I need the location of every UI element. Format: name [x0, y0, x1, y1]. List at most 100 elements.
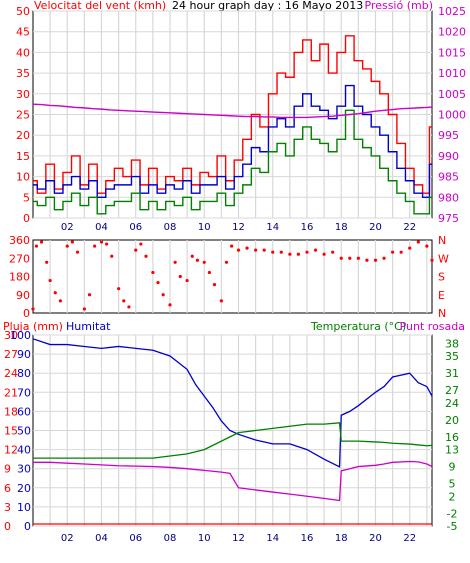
rain-y-tick-label: 30 — [4, 329, 18, 342]
direction-point — [348, 256, 352, 260]
direction-compass-label: S — [438, 271, 445, 284]
direction-point — [224, 260, 229, 264]
wind-x-tick-label: 18 — [335, 222, 348, 233]
direction-point — [58, 299, 62, 303]
humidity-x-tick-label: 02 — [61, 533, 74, 544]
wind-y-tick-label: 40 — [16, 46, 30, 59]
temperature-line — [33, 422, 433, 459]
wind-x-tick-label: 12 — [232, 222, 245, 233]
humidity-y-tick-label: 40 — [17, 444, 31, 457]
direction-point — [195, 258, 199, 262]
direction-y-tick-label: 90 — [16, 289, 30, 302]
humidity-x-tick-label: 18 — [335, 533, 348, 544]
direction-point — [391, 250, 395, 254]
wind-y-tick-label: 5 — [23, 191, 30, 204]
direction-point — [288, 252, 292, 256]
direction-point — [207, 270, 211, 275]
humidity-x-tick-label: 14 — [266, 533, 279, 544]
direction-compass-label: W — [438, 252, 449, 265]
wind-low-line — [33, 109, 432, 215]
direction-point — [190, 254, 194, 258]
direction-point — [144, 254, 148, 258]
temperature-y-tick-label: 13 — [445, 444, 459, 457]
humidity-axis-title: Humitat — [66, 320, 111, 333]
temperature-y-tick-label: 27 — [445, 384, 459, 397]
humidity-y-tick-label: 100 — [10, 329, 31, 342]
direction-point — [173, 260, 177, 264]
direction-point — [202, 260, 206, 264]
direction-point — [168, 303, 172, 307]
humidity-y-tick-label: 30 — [17, 463, 31, 476]
wind-x-tick-label: 16 — [301, 222, 314, 233]
wind-x-tick-label: 20 — [369, 222, 382, 233]
rain-y-tick-label: 0 — [4, 520, 11, 533]
direction-point — [110, 254, 114, 258]
pressure-y-tick-label: 1025 — [438, 5, 466, 18]
direction-point — [53, 291, 57, 295]
direction-point — [279, 250, 283, 254]
dewpoint-axis-title: Punt rosada — [400, 320, 465, 333]
direction-y-tick-label: 270 — [9, 252, 30, 265]
direction-panel-frame — [32, 239, 433, 314]
temperature-y-tick-label: 2 — [449, 490, 456, 503]
direction-point — [365, 258, 369, 262]
direction-point — [254, 248, 258, 252]
direction-point — [262, 248, 266, 252]
direction-point — [296, 252, 301, 256]
rain-y-tick-label: 24 — [4, 367, 18, 380]
direction-point — [356, 256, 360, 260]
temperature-y-tick-label: -2 — [447, 507, 458, 520]
pressure-y-tick-label: 975 — [438, 212, 459, 225]
direction-point — [161, 293, 165, 297]
direction-point — [271, 250, 275, 254]
pressure-y-tick-label: 1010 — [438, 67, 466, 80]
temperature-axis-title: Temperatura (°C) — [310, 320, 406, 333]
direction-point — [151, 270, 155, 275]
humidity-y-tick-label: 80 — [17, 367, 31, 380]
direction-point — [212, 283, 217, 287]
direction-point — [373, 258, 378, 262]
direction-point — [339, 256, 343, 260]
rain-axis-title: Pluja (mm) — [3, 320, 63, 333]
wind-y-tick-label: 15 — [16, 150, 30, 163]
humidity-x-tick-label: 08 — [164, 533, 177, 544]
temperature-y-tick-label: 31 — [445, 367, 459, 380]
humidity-x-tick-label: 06 — [129, 533, 142, 544]
pressure-y-tick-label: 985 — [438, 171, 459, 184]
direction-point — [178, 274, 182, 279]
direction-point — [331, 250, 335, 254]
direction-y-tick-label: 180 — [9, 271, 30, 284]
direction-point — [399, 250, 403, 254]
wind-x-tick-label: 10 — [198, 222, 211, 233]
rain-y-tick-label: 9 — [4, 463, 11, 476]
temperature-y-tick-label: 38 — [445, 337, 459, 350]
wind-x-tick-label: 08 — [164, 222, 177, 233]
pressure-y-tick-label: 1000 — [438, 109, 466, 122]
humidity-x-tick-label: 12 — [232, 533, 245, 544]
direction-point — [93, 244, 97, 248]
direction-point — [117, 287, 121, 291]
wind-y-tick-label: 25 — [16, 109, 30, 122]
humidity-y-tick-label: 0 — [24, 520, 31, 533]
temperature-y-tick-label: 35 — [445, 350, 459, 363]
wind-y-tick-label: 45 — [16, 26, 30, 39]
humidity-y-tick-label: 90 — [17, 348, 31, 361]
wind-x-tick-label: 22 — [403, 222, 416, 233]
direction-point — [70, 240, 74, 244]
wind-y-tick-label: 50 — [16, 5, 30, 18]
humidity-y-tick-label: 10 — [17, 501, 31, 514]
temperature-y-tick-label: 5 — [449, 478, 456, 491]
pressure-y-tick-label: 1015 — [438, 46, 466, 59]
rain-y-tick-label: 3 — [4, 501, 11, 514]
pressure-y-tick-label: 1005 — [438, 88, 466, 101]
direction-point — [39, 240, 44, 244]
wind-x-tick-label: 02 — [61, 222, 74, 233]
rain-y-tick-label: 21 — [4, 386, 18, 399]
wind-y-tick-label: 0 — [23, 212, 30, 225]
pressure-line — [32, 103, 433, 119]
humidity-y-tick-label: 70 — [17, 386, 31, 399]
wind-x-tick-label: 14 — [266, 222, 279, 233]
direction-point — [313, 248, 318, 252]
humidity-x-tick-label: 04 — [95, 533, 108, 544]
